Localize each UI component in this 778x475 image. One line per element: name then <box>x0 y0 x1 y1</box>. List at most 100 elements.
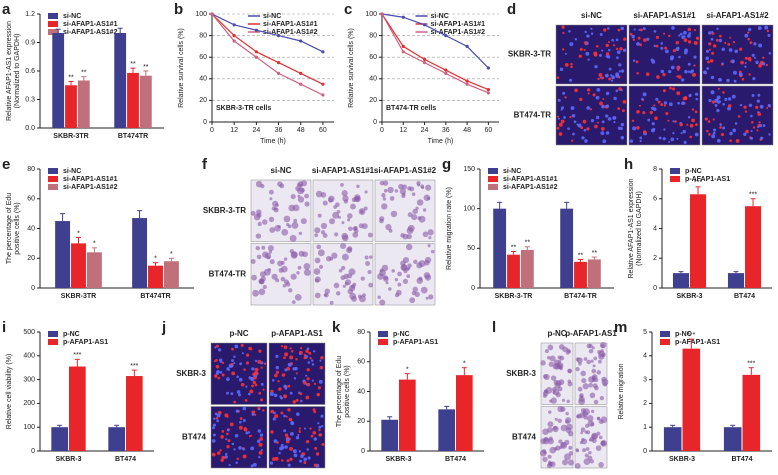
bar <box>51 427 68 451</box>
cell <box>710 75 715 80</box>
cell <box>749 41 753 45</box>
cell <box>582 448 587 453</box>
cell <box>299 392 303 396</box>
point <box>422 57 427 61</box>
cell <box>222 455 226 460</box>
cell <box>320 230 326 235</box>
cell <box>277 225 281 229</box>
panel-letter: h <box>624 156 633 173</box>
cell <box>601 49 604 52</box>
panel-letter: j <box>161 319 166 336</box>
cell <box>687 62 691 66</box>
cell <box>730 60 733 63</box>
cell <box>288 417 293 422</box>
cell <box>211 439 216 443</box>
cell <box>757 26 762 31</box>
cell <box>214 412 218 416</box>
cell <box>590 32 594 35</box>
cell <box>668 140 671 143</box>
x-tick-label: SKBR-3 <box>676 293 702 300</box>
cell <box>755 105 759 109</box>
panel-letter: e <box>2 156 10 173</box>
legend-label: p-NC <box>393 331 410 338</box>
cell <box>756 99 760 103</box>
cell <box>275 354 279 358</box>
cell <box>599 395 604 401</box>
legend-label: si-AFAP1-AS1#1 <box>503 176 558 183</box>
cell <box>261 245 266 250</box>
column-label: si-NC <box>581 11 602 20</box>
cell <box>595 95 600 100</box>
cell <box>397 271 402 277</box>
cell <box>620 135 625 140</box>
legend-label: si-AFAP1-AS1#2 <box>263 29 318 36</box>
cell <box>620 26 625 31</box>
column-label: si-NC <box>271 166 292 175</box>
legend-label: p-NC <box>685 168 702 175</box>
cell <box>766 29 770 33</box>
cell <box>253 376 257 380</box>
cell <box>344 279 352 286</box>
cell <box>617 28 621 32</box>
cell <box>385 223 392 231</box>
line <box>211 13 324 85</box>
cell <box>311 379 314 382</box>
cell <box>715 38 719 42</box>
cell <box>303 356 307 360</box>
cell <box>639 139 642 143</box>
cell <box>564 96 567 99</box>
cell <box>233 362 236 365</box>
cell <box>352 231 359 238</box>
cell <box>300 454 304 458</box>
cell <box>313 382 317 386</box>
panel-letter: g <box>442 156 451 173</box>
point <box>486 88 490 92</box>
cell <box>724 97 728 101</box>
cell <box>322 200 328 206</box>
cell <box>569 78 573 82</box>
cell <box>663 32 666 35</box>
cell <box>721 47 726 52</box>
cell <box>239 420 242 424</box>
cell <box>306 448 309 451</box>
cell <box>257 429 262 433</box>
cell <box>211 452 216 457</box>
cell <box>278 387 282 391</box>
cell <box>760 136 764 140</box>
cell <box>747 27 752 32</box>
cell <box>565 417 572 424</box>
cell <box>260 183 265 189</box>
cell <box>568 30 571 33</box>
cell <box>306 368 310 372</box>
cell <box>706 129 709 133</box>
cell <box>709 59 714 63</box>
cell <box>687 27 692 32</box>
cell <box>601 104 605 109</box>
cell <box>611 75 616 80</box>
cell <box>688 116 691 119</box>
cell <box>745 129 749 134</box>
cell <box>424 259 430 266</box>
micrograph <box>701 24 774 85</box>
cell <box>732 128 736 133</box>
cell <box>290 194 296 200</box>
cell <box>365 260 371 266</box>
cell <box>272 417 276 421</box>
x-tick-label: SKBR-3 <box>55 456 81 463</box>
cell <box>750 114 753 118</box>
cell <box>570 62 573 66</box>
cell <box>548 461 554 467</box>
cell <box>731 59 735 64</box>
cell <box>674 120 677 123</box>
cell <box>243 427 246 431</box>
cell <box>428 236 432 240</box>
cell <box>655 44 659 48</box>
cell <box>595 44 599 48</box>
point <box>321 93 325 97</box>
cell <box>708 98 712 103</box>
cell <box>718 77 722 82</box>
cell <box>707 120 711 123</box>
cell <box>548 361 554 367</box>
cell <box>423 194 431 202</box>
y-tick-label: 80 <box>27 166 35 173</box>
